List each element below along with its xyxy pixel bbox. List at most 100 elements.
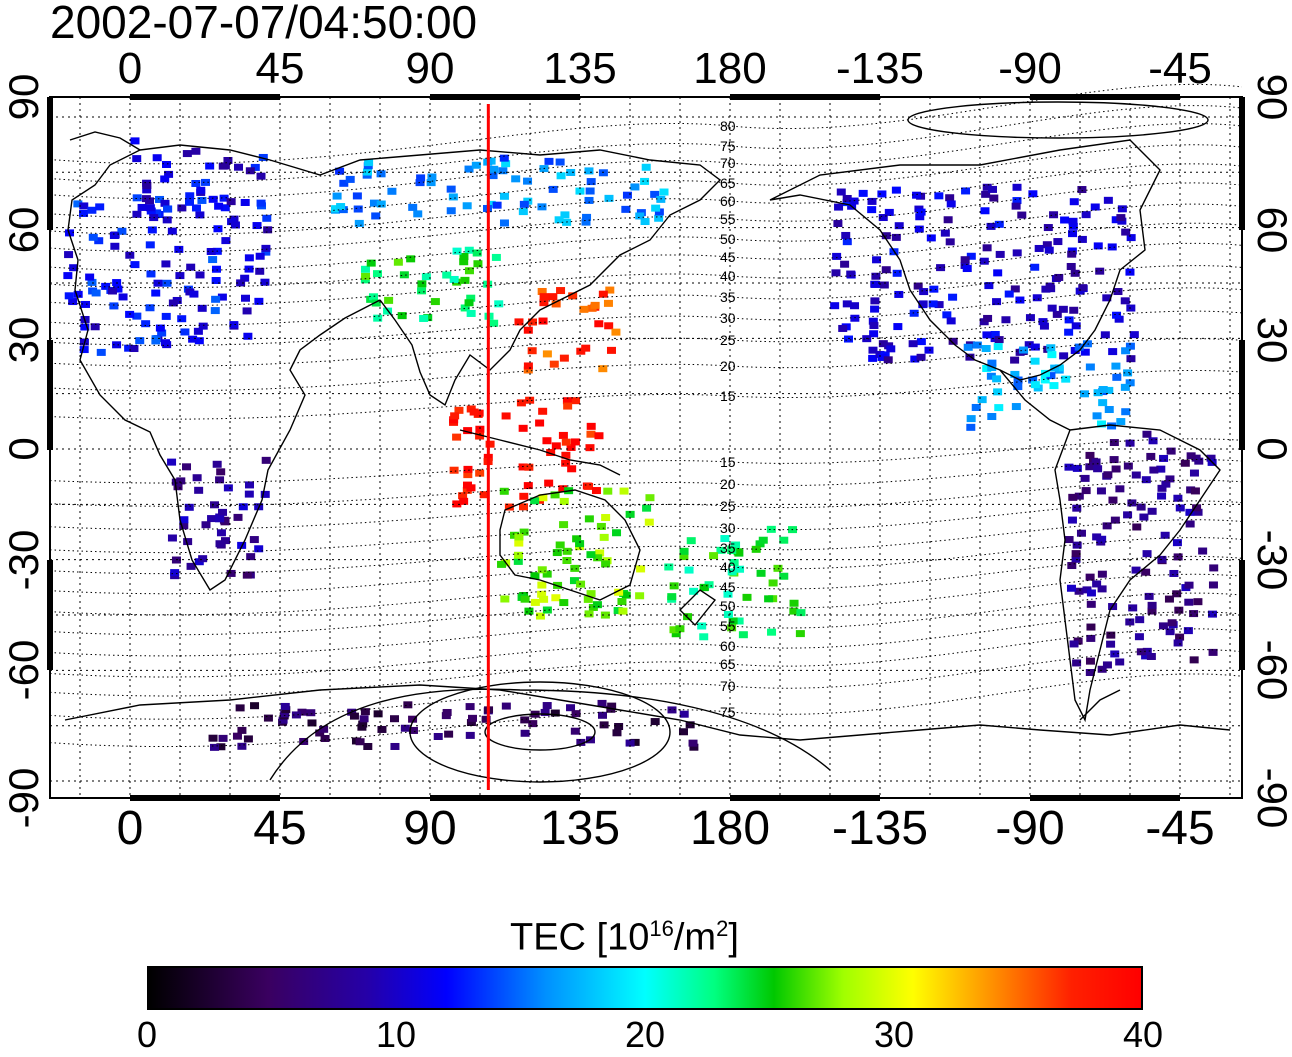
tec-cell (594, 432, 604, 440)
tec-cell (570, 564, 580, 572)
tec-cell (1046, 372, 1056, 380)
longitude-tick-label: 45 (255, 44, 305, 93)
tec-cell (488, 172, 498, 180)
tec-cell (563, 402, 573, 410)
tec-cell (928, 300, 938, 308)
tec-cell (1001, 316, 1011, 324)
tec-cell (1184, 581, 1194, 589)
tec-cell (664, 563, 674, 571)
longitude-tick-label: -135 (835, 44, 925, 93)
tec-cell (650, 190, 660, 198)
tec-cell (1019, 346, 1029, 354)
tec-cell (452, 500, 462, 508)
tec-cell (184, 503, 194, 511)
tec-cell (575, 540, 585, 548)
tec-cell (1173, 639, 1183, 647)
tec-cell (640, 177, 650, 185)
tec-cell (630, 738, 640, 746)
tec-cell (551, 442, 561, 450)
tec-cell (891, 186, 901, 194)
contour-line (49, 287, 1243, 346)
tec-cell (566, 443, 576, 451)
tec-cell (983, 314, 993, 322)
longitude-tick-label: 135 (543, 44, 617, 93)
tec-cell (544, 479, 554, 487)
tec-cell (1071, 550, 1081, 558)
tec-cell (214, 202, 224, 210)
tec-cell (878, 340, 888, 348)
contour-label: 70 (720, 678, 736, 694)
tec-cell (1175, 504, 1185, 512)
tec-cell (243, 332, 253, 340)
tec-cell (1173, 494, 1183, 502)
colorbar-title: TEC [1016/m2] (510, 906, 739, 961)
tec-cell (1134, 633, 1144, 641)
tec-cell (581, 344, 591, 352)
tec-cell (1080, 474, 1090, 482)
tec-cell (417, 280, 427, 288)
tec-cell (727, 547, 737, 555)
tec-cell (79, 346, 89, 354)
tec-cell (871, 280, 881, 288)
tec-cell (1209, 564, 1219, 572)
tec-cell (1064, 536, 1074, 544)
tec-cell (566, 168, 576, 176)
tec-cell (868, 354, 878, 362)
tec-cell (464, 165, 474, 173)
tec-cell (513, 557, 523, 565)
tec-cell (1097, 570, 1107, 578)
tec-cell (87, 206, 97, 214)
latitude-tick-label: 60 (1249, 206, 1292, 254)
tec-cell (393, 258, 403, 266)
tec-cell (1011, 202, 1021, 210)
tec-cell (520, 729, 530, 737)
tec-cell (80, 323, 90, 331)
tec-cell (830, 302, 840, 310)
tec-cell (345, 175, 355, 183)
tec-cell (221, 237, 231, 245)
tec-cell (586, 590, 596, 598)
tec-cell (584, 167, 594, 175)
tec-cell (85, 273, 95, 281)
tec-cell (1193, 598, 1203, 606)
tec-cell (211, 277, 221, 285)
tec-cell (359, 715, 369, 723)
tec-cell (795, 630, 805, 638)
contour-label: 80 (720, 118, 736, 134)
tec-cell (163, 205, 173, 213)
tec-cell (1052, 310, 1062, 318)
tec-cell (539, 293, 549, 301)
tec-cell (597, 699, 607, 707)
tec-cell (413, 210, 423, 218)
tec-cell (584, 515, 594, 523)
tec-cell (585, 187, 595, 195)
tec-cell (886, 345, 896, 353)
tec-cell (779, 572, 789, 580)
tec-cell (1030, 343, 1040, 351)
tec-cell (145, 304, 155, 312)
tec-cell (1081, 211, 1091, 219)
contour-line (49, 438, 1243, 484)
tec-cell (870, 297, 880, 305)
tec-cell (373, 314, 383, 322)
tec-cell (400, 724, 410, 732)
tec-cell (1111, 362, 1121, 370)
tec-cell (742, 593, 752, 601)
tec-cell (261, 248, 271, 256)
tec-cell (419, 314, 429, 322)
tec-cell (1066, 262, 1076, 270)
tec-cell (472, 249, 482, 257)
colorbar-title-unit-exponent: 2 (716, 916, 729, 941)
tec-cell (1092, 412, 1102, 420)
tec-cell (831, 269, 841, 277)
tec-cell (1208, 648, 1218, 656)
colorbar-tick-label: 20 (624, 1014, 666, 1055)
tec-cell (1098, 399, 1108, 407)
contour-label: 20 (720, 476, 736, 492)
tec-cell (583, 595, 593, 603)
tec-cell (552, 549, 562, 557)
tec-cell (1068, 222, 1078, 230)
tec-cell (908, 340, 918, 348)
contour-line (49, 144, 1243, 219)
tec-cell (442, 708, 452, 716)
